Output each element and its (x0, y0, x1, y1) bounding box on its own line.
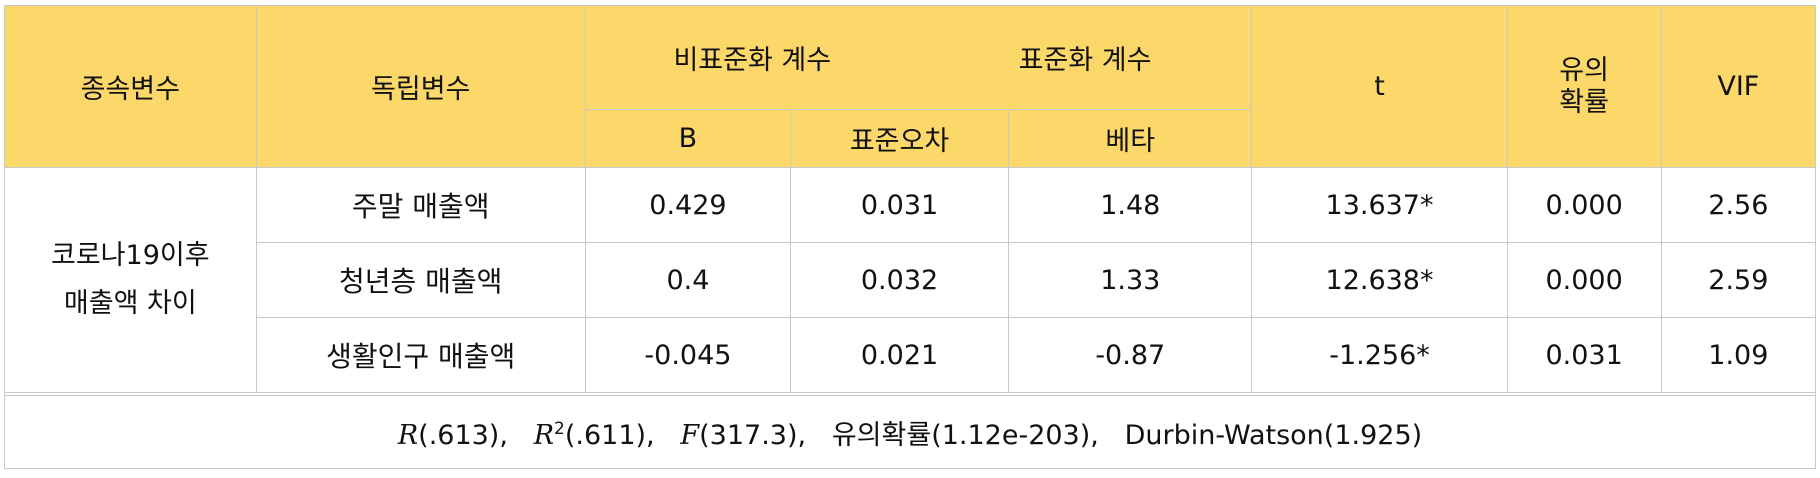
vif-cell: 1.09 (1660, 317, 1817, 393)
t-cell: 12.638* (1251, 242, 1508, 318)
durbin-watson: Durbin-Watson(1.925) (1124, 419, 1423, 451)
p-cell: 0.031 (1506, 317, 1662, 393)
p-cell: 0.000 (1506, 242, 1662, 318)
header-significance-line2: 확률 (1559, 86, 1609, 118)
vif-cell: 2.59 (1660, 242, 1817, 318)
r-symbol: R (397, 419, 419, 451)
r2-symbol: R (533, 419, 555, 451)
model-summary-row: R(.613), R2(.611), F(317.3), 유의확률(1.12e-… (4, 395, 1816, 469)
r2-value: (.611), (564, 419, 655, 451)
header-significance-line1: 유의 (1559, 54, 1609, 86)
dependent-variable-line1: 코로나19이후 (51, 240, 210, 271)
f-symbol: F (680, 419, 700, 451)
dependent-variable-cell: 코로나19이후 매출액 차이 (4, 167, 257, 393)
beta-cell: 1.48 (1008, 167, 1253, 243)
header-beta: 베타 (1008, 109, 1253, 168)
header-significance: 유의 확률 (1506, 5, 1662, 168)
vif-cell: 2.56 (1660, 167, 1817, 243)
header-b: B (584, 109, 792, 168)
dependent-variable-line2: 매출액 차이 (63, 288, 197, 319)
beta-cell: 1.33 (1008, 242, 1253, 318)
r2-exponent: 2 (554, 418, 565, 439)
r-value: (.613), (418, 419, 508, 451)
f-value: (317.3), (699, 419, 807, 451)
independent-variable-cell: 주말 매출액 (255, 167, 586, 243)
header-std-error: 표준오차 (790, 109, 1010, 168)
independent-variable-cell: 생활인구 매출액 (255, 317, 586, 393)
b-cell: -0.045 (584, 317, 792, 393)
t-cell: 13.637* (1251, 167, 1508, 243)
b-cell: 0.4 (584, 242, 792, 318)
table-row: 코로나19이후 매출액 차이 주말 매출액 0.429 0.031 1.48 1… (4, 167, 1817, 393)
beta-cell: -0.87 (1008, 317, 1253, 393)
header-standardized-coefficients: 표준화 계수 (1018, 45, 1152, 76)
regression-table-container: 종속변수 독립변수 비표준화 계수 표준화 계수 t 유의 확률 VIF B 표준… (4, 5, 1817, 469)
significance-summary: 유의확률(1.12e-203), (831, 419, 1099, 451)
header-vif: VIF (1660, 5, 1817, 168)
t-cell: -1.256* (1251, 317, 1508, 393)
p-cell: 0.000 (1506, 167, 1662, 243)
header-unstandardized-coefficients: 비표준화 계수 (673, 45, 832, 76)
table-row: 청년층 매출액 0.4 0.032 1.33 12.638* 0.000 2.5… (5, 242, 1817, 318)
table-row: 생활인구 매출액 -0.045 0.021 -0.87 -1.256* 0.03… (5, 317, 1817, 393)
model-summary-cell: R(.613), R2(.611), F(317.3), 유의확률(1.12e-… (4, 395, 1816, 469)
std-error-cell: 0.032 (790, 242, 1010, 318)
header-independent-variable: 독립변수 (255, 5, 586, 168)
b-cell: 0.429 (584, 167, 792, 243)
std-error-cell: 0.021 (790, 317, 1010, 393)
std-error-cell: 0.031 (790, 167, 1010, 243)
regression-table: 종속변수 독립변수 비표준화 계수 표준화 계수 t 유의 확률 VIF B 표준… (4, 5, 1817, 469)
header-coefficients-group: 비표준화 계수 표준화 계수 (584, 5, 1253, 110)
header-dependent-variable: 종속변수 (4, 5, 257, 168)
header-t: t (1251, 5, 1508, 168)
independent-variable-cell: 청년층 매출액 (255, 242, 586, 318)
